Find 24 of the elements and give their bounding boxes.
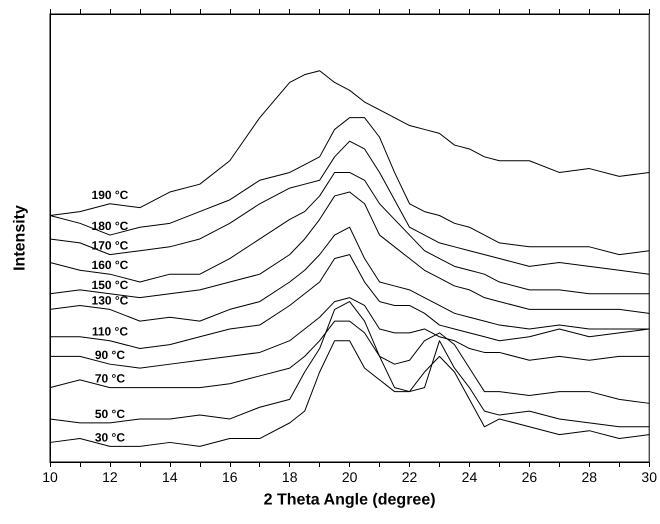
x-tick-label: 10 [42, 469, 58, 485]
series-label: 70 °C [94, 372, 126, 386]
series-label: 50 °C [94, 406, 126, 421]
series-label: 90 °C [94, 348, 126, 362]
x-tick-label: 30 [641, 469, 658, 485]
x-tick-label: 22 [402, 469, 418, 485]
series-label: 130 °C [92, 293, 129, 308]
series-label: 30 °C [94, 430, 126, 444]
y-axis-title: Intensity [12, 205, 28, 271]
series-label: 190 °C [92, 188, 129, 202]
x-tick-label: 28 [582, 469, 598, 485]
series-label: 160 °C [92, 258, 129, 272]
series-label: 180 °C [92, 219, 129, 234]
x-tick-label: 24 [462, 469, 478, 485]
x-axis-title: 2 Theta Angle (degree) [264, 492, 436, 508]
series-label: 110 °C [92, 324, 128, 339]
x-tick-label: 18 [282, 469, 298, 485]
x-tick-label: 26 [522, 469, 538, 485]
series-label: 170 °C [92, 238, 129, 253]
x-tick-label: 14 [162, 469, 178, 485]
series-label: 150 °C [92, 278, 129, 292]
x-tick-label: 12 [102, 469, 118, 485]
x-tick-label: 16 [222, 469, 238, 485]
x-tick-label: 20 [342, 469, 358, 485]
